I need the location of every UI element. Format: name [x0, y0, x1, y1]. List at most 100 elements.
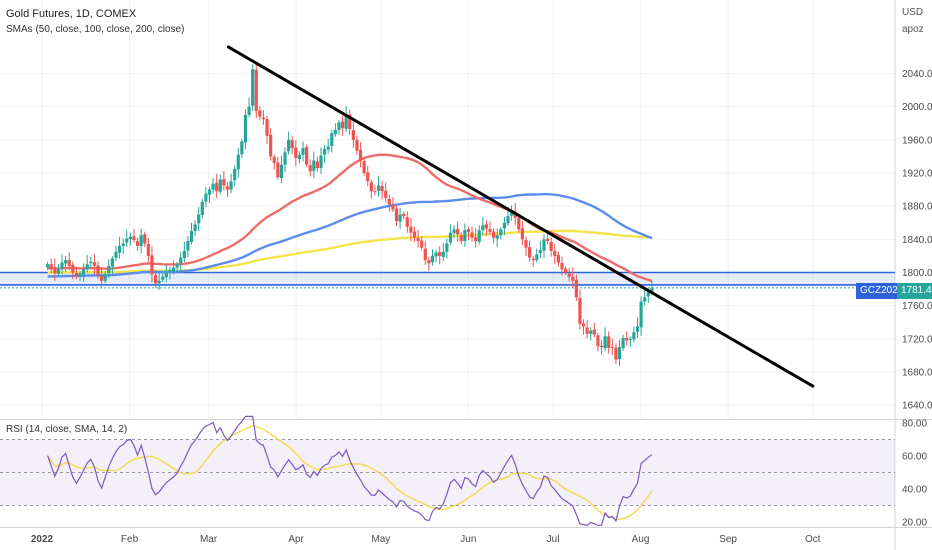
candle-body	[164, 272, 168, 278]
time-tick-label: Mar	[200, 534, 218, 545]
scale-mode-label[interactable]: apoz	[902, 24, 924, 35]
candle-body	[103, 274, 107, 281]
time-tick-label: Jun	[460, 534, 476, 545]
candle-body	[563, 268, 568, 273]
candle-body	[492, 231, 496, 238]
candle-body	[542, 239, 546, 251]
candle-body	[283, 152, 287, 165]
candle-body	[143, 234, 147, 244]
candle-body	[517, 217, 521, 230]
price-tick-label: 1640.0	[902, 401, 932, 412]
candle-body	[247, 106, 251, 115]
candle-body	[578, 297, 582, 324]
candle-body	[139, 235, 143, 246]
candle-body	[632, 332, 636, 340]
rsi-tick-label: 80.00	[902, 419, 927, 430]
rsi-axis[interactable]: 80.00 60.00 40.00 20.00	[902, 419, 927, 529]
price-tick-label: 1720.0	[902, 334, 932, 345]
rsi-tick-label: 40.00	[902, 485, 927, 496]
rsi-line	[47, 415, 653, 526]
candle-body	[474, 237, 478, 241]
candle-body	[132, 236, 136, 241]
candle-body	[412, 231, 417, 238]
candle-body	[251, 69, 255, 106]
time-tick-label: Sep	[719, 534, 737, 545]
candle-body	[394, 208, 399, 222]
candle-body	[416, 238, 420, 241]
candle-body	[179, 257, 183, 264]
candle-body	[294, 147, 298, 159]
candle-body	[85, 264, 89, 270]
candle-body	[146, 243, 150, 256]
candle-body	[272, 156, 276, 164]
rsi-ma-line	[47, 424, 653, 521]
trendline-layer[interactable]	[226, 45, 815, 388]
price-axis[interactable]: 2040.0 2000.0 1960.0 1920.0 1880.0 1840.0 1800…	[902, 69, 932, 412]
candle-body	[225, 186, 230, 190]
candles-layer	[46, 61, 654, 366]
candle-body	[218, 179, 222, 192]
candle-body	[222, 179, 226, 186]
candle-body	[290, 140, 294, 149]
candle-body	[333, 129, 337, 135]
candle-body	[233, 168, 237, 181]
candle-body	[301, 148, 305, 155]
candle-body	[527, 247, 532, 258]
candle-body	[82, 269, 86, 275]
candle-body	[215, 182, 219, 192]
symbol-badge: GCZ2022	[856, 283, 908, 299]
candle-body	[114, 251, 118, 258]
time-tick-label: Aug	[632, 534, 650, 545]
price-badge: 1781.4	[897, 283, 932, 299]
sma-100-line	[47, 193, 653, 278]
sma-legend: SMAs (50, close, 100, close, 200, close)	[6, 24, 185, 35]
rsi-legend: RSI (14, close, SMA, 14, 2)	[6, 424, 128, 435]
candle-body	[315, 161, 319, 169]
candle-body	[376, 185, 381, 192]
candle-body	[337, 122, 341, 130]
candle-body	[625, 338, 629, 341]
candle-body	[355, 139, 359, 151]
candle-body	[592, 329, 596, 335]
time-tick-label: Jul	[547, 534, 560, 545]
candle-body	[434, 252, 438, 257]
time-axis[interactable]: 2022 Feb Mar Apr May Jun Jul Aug Sep Oct	[31, 534, 821, 545]
candle-body	[207, 189, 212, 195]
candle-body	[574, 279, 578, 298]
candle-body	[488, 229, 492, 232]
candle-body	[596, 335, 600, 347]
candle-body	[470, 232, 474, 238]
candle-body	[265, 119, 269, 136]
candle-body	[150, 255, 154, 275]
candle-body	[409, 226, 413, 233]
candle-body	[643, 297, 647, 302]
candle-body	[589, 330, 593, 334]
candle-body	[441, 251, 445, 257]
price-tick-label: 1680.0	[902, 368, 932, 379]
candle-body	[628, 338, 632, 340]
candle-body	[99, 275, 104, 281]
candle-body	[276, 162, 280, 178]
candle-body	[49, 264, 53, 269]
candle-body	[78, 273, 82, 277]
candle-body	[639, 301, 643, 328]
candle-body	[312, 160, 316, 171]
candle-body	[71, 264, 75, 273]
price-tick-label: 1760.0	[902, 301, 932, 312]
candle-body	[484, 224, 489, 229]
candle-body	[621, 338, 625, 349]
candle-body	[326, 146, 330, 150]
candle-body	[193, 224, 197, 232]
candle-body	[560, 263, 564, 270]
candle-body	[175, 264, 179, 268]
axes: 2040.0 2000.0 1960.0 1920.0 1880.0 1840.0 1800…	[31, 69, 932, 545]
chart-title: Gold Futures, 1D, COMEX	[6, 8, 137, 20]
candle-body	[373, 191, 377, 193]
candle-body	[211, 183, 215, 190]
candle-body	[107, 265, 111, 274]
candle-body	[481, 225, 485, 231]
candle-body	[362, 161, 366, 173]
price-tick-label: 1880.0	[902, 202, 932, 213]
candle-body	[258, 110, 262, 117]
candle-body	[305, 147, 309, 165]
